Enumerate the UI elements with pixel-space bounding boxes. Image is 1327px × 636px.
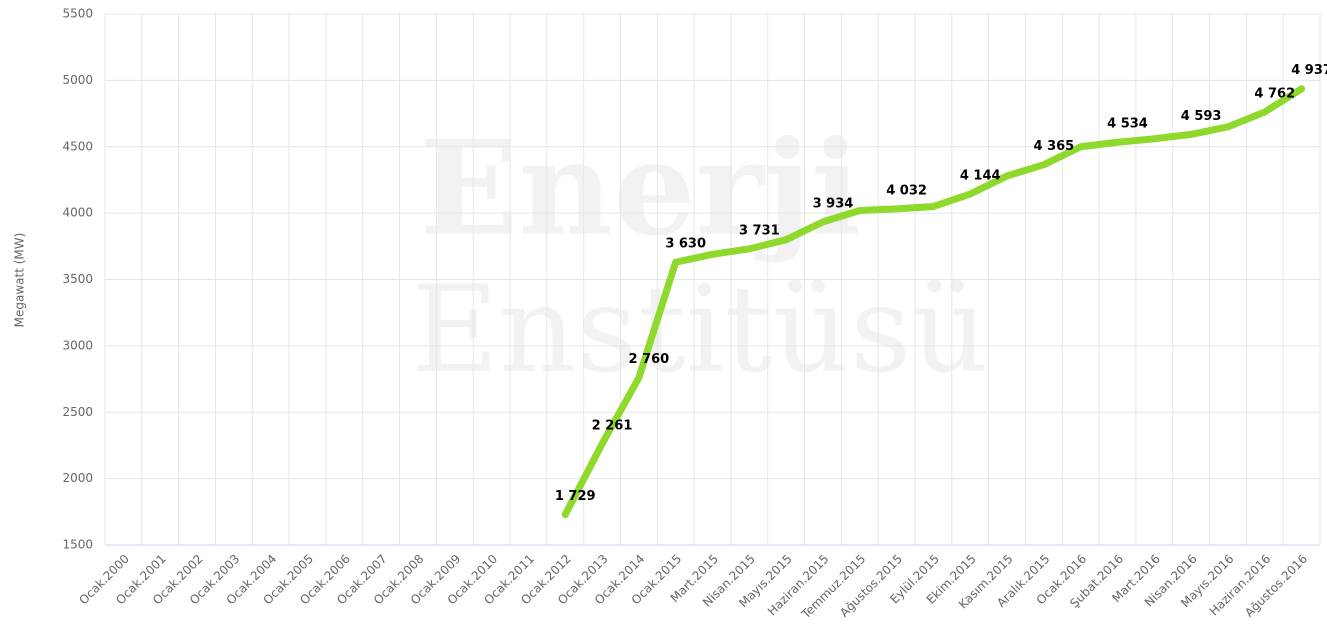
y-tick-label: 2500: [62, 405, 93, 419]
data-label: 4 593: [1181, 109, 1222, 124]
y-tick-label: 1500: [62, 538, 93, 552]
data-label: 2 760: [629, 352, 670, 367]
line: [561, 85, 1306, 519]
data-label: 4 762: [1254, 86, 1295, 101]
data-label: 4 365: [1034, 139, 1075, 154]
data-label: 3 630: [665, 237, 706, 252]
y-axis-label: Megawatt (MW): [13, 233, 27, 328]
data-label: 4 937: [1291, 63, 1327, 78]
y-tick-label: 2000: [62, 471, 93, 485]
x-tick-label: Temmuz.2015: [798, 552, 868, 622]
y-tick-label: 3500: [62, 272, 93, 286]
data-label: 2 261: [592, 418, 633, 433]
y-tick-label: 5000: [62, 73, 93, 87]
data-label: 4 144: [960, 169, 1001, 184]
data-label: 3 934: [813, 196, 854, 211]
data-label: 4 032: [886, 183, 927, 198]
y-tick-label: 3000: [62, 338, 93, 352]
y-tick-label: 4500: [62, 139, 93, 153]
y-tick-label: 5500: [62, 7, 93, 21]
data-label: 3 731: [739, 223, 780, 238]
watermark: Enerji: [419, 112, 860, 265]
y-tick-label: 4000: [62, 206, 93, 220]
data-label: 1 729: [555, 489, 596, 504]
watermark: Enstitüsü: [411, 261, 988, 400]
data-label: 4 534: [1107, 117, 1148, 132]
